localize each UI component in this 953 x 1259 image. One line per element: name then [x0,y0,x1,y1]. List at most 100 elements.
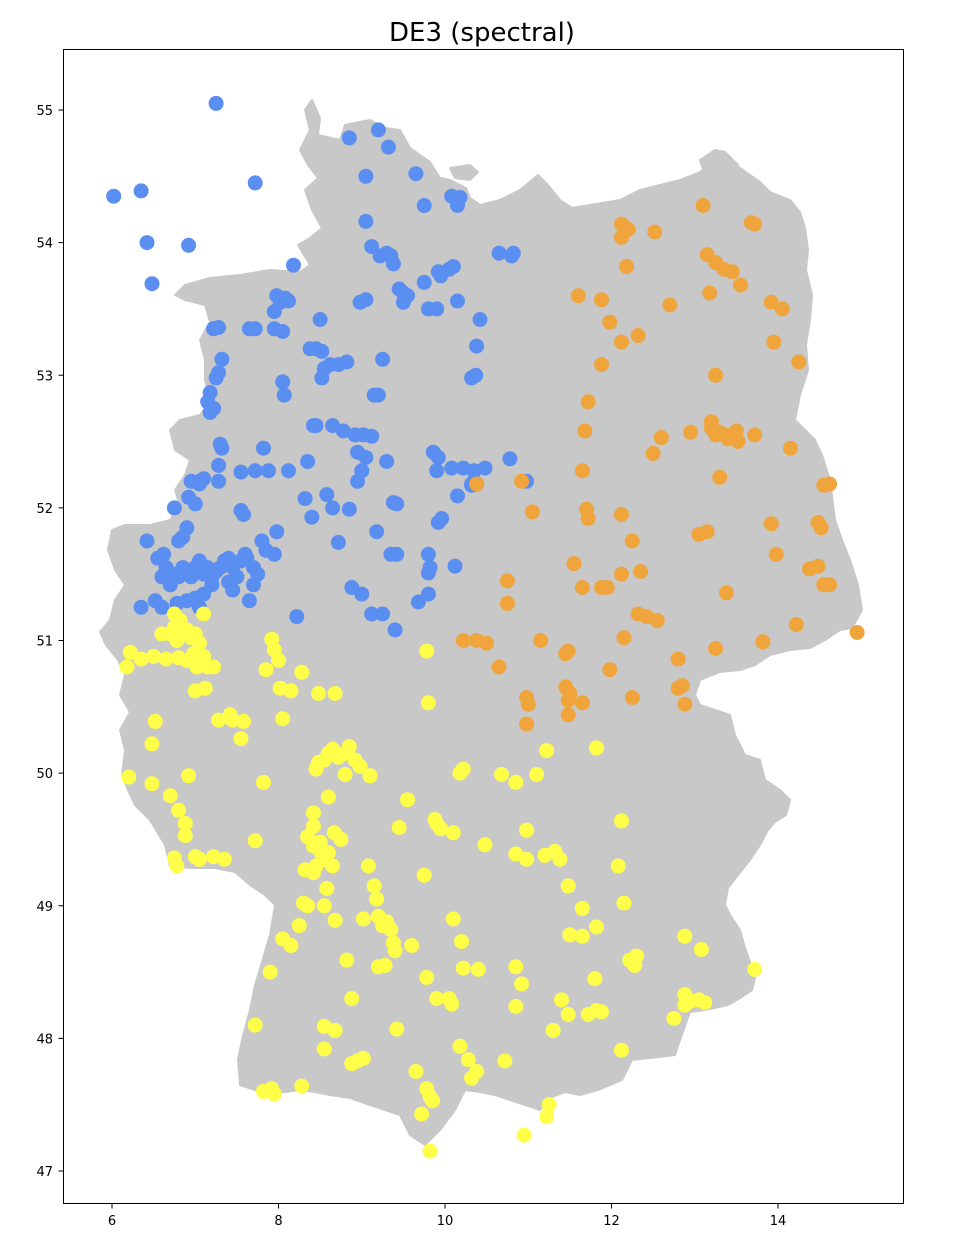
data-point [387,622,403,638]
data-point [197,680,213,696]
data-point [383,248,399,264]
data-point [444,996,460,1012]
data-point [499,595,515,611]
data-point [416,198,432,213]
data-point [420,546,436,562]
data-point [375,351,391,367]
data-point [455,761,471,777]
data-point [730,434,746,450]
data-point [171,802,187,818]
data-point [452,1038,468,1054]
data-point [352,759,368,774]
data-point [469,476,485,492]
data-point [291,918,307,934]
data-point [395,294,411,310]
data-point [262,964,278,980]
data-point [325,858,341,874]
data-point [708,367,724,383]
data-point [312,834,328,850]
data-point [221,574,237,590]
data-point [389,1021,405,1037]
y-tick-label: 54 [36,237,53,252]
data-point [312,312,328,327]
data-point [614,1042,629,1058]
data-point [369,891,385,907]
data-point [529,767,545,782]
data-point [211,712,227,728]
y-tick-label: 48 [36,1032,53,1047]
data-point [629,948,644,964]
data-point [524,504,540,520]
data-point [766,334,782,350]
y-tick-label: 51 [36,635,53,650]
data-point [662,297,678,313]
data-point [147,713,163,729]
data-point [747,216,763,232]
data-point [306,805,321,821]
data-point [391,281,407,297]
data-point [747,961,763,977]
data-point [420,695,436,711]
data-point [333,831,349,847]
data-point [554,992,569,1008]
data-point [233,464,249,480]
data-point [236,507,251,522]
x-tick-label: 12 [603,1214,620,1229]
data-point [434,511,450,526]
data-point [645,446,661,461]
data-point [699,524,715,540]
data-point [454,934,470,950]
data-point [216,851,232,867]
data-point [362,768,378,784]
data-point [788,617,804,633]
data-point [574,463,590,479]
data-point [275,711,291,727]
data-point [206,659,222,675]
data-point [702,285,718,301]
data-point [258,662,274,678]
data-point [508,774,524,790]
data-point [358,450,374,465]
data-point [139,533,155,549]
data-point [364,428,380,444]
data-point [147,593,163,609]
data-point [316,1041,332,1057]
data-point [616,630,632,646]
data-point [693,942,709,957]
data-point [619,259,634,274]
data-point [214,351,230,367]
data-point [370,122,386,138]
data-point [156,546,172,562]
data-point [712,469,728,485]
data-point [358,168,374,184]
data-point [445,259,461,274]
data-point [574,695,590,711]
data-point [420,586,436,602]
data-point [133,183,149,199]
data-point [647,224,663,240]
data-point [429,463,445,479]
data-point [266,1086,282,1102]
data-point [246,577,261,593]
data-point [452,190,468,205]
data-point [677,928,693,944]
data-point [630,328,646,343]
data-point [514,976,530,992]
y-tick-label: 47 [36,1165,53,1180]
points-layer [106,95,865,1159]
data-point [241,321,257,337]
data-point [450,488,465,504]
data-point [247,1017,263,1033]
data-point [491,245,507,261]
data-point [514,473,530,489]
data-point [516,1127,532,1143]
data-point [211,473,227,489]
data-point [276,387,292,403]
data-point [294,664,310,680]
data-point [355,911,371,927]
x-tick-label: 6 [108,1214,116,1229]
y-tick-label: 55 [36,104,53,119]
data-point [429,991,445,1007]
data-point [519,822,535,838]
